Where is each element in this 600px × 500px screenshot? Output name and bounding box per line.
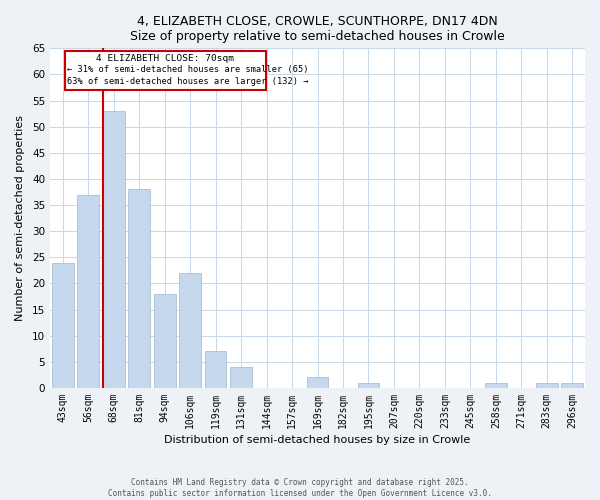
- Bar: [128, 190, 150, 388]
- Bar: [154, 294, 176, 388]
- Bar: [562, 382, 583, 388]
- Text: ← 31% of semi-detached houses are smaller (65): ← 31% of semi-detached houses are smalle…: [67, 65, 309, 74]
- Bar: [205, 352, 226, 388]
- Bar: [65, 51, 266, 90]
- Title: 4, ELIZABETH CLOSE, CROWLE, SCUNTHORPE, DN17 4DN
Size of property relative to se: 4, ELIZABETH CLOSE, CROWLE, SCUNTHORPE, …: [130, 15, 505, 43]
- Bar: [77, 194, 99, 388]
- Bar: [536, 382, 557, 388]
- Text: Contains HM Land Registry data © Crown copyright and database right 2025.
Contai: Contains HM Land Registry data © Crown c…: [108, 478, 492, 498]
- Bar: [179, 273, 201, 388]
- Bar: [485, 382, 506, 388]
- Text: 63% of semi-detached houses are larger (132) →: 63% of semi-detached houses are larger (…: [67, 77, 309, 86]
- Bar: [230, 367, 252, 388]
- Bar: [358, 382, 379, 388]
- Text: 4 ELIZABETH CLOSE: 70sqm: 4 ELIZABETH CLOSE: 70sqm: [97, 54, 235, 62]
- Y-axis label: Number of semi-detached properties: Number of semi-detached properties: [15, 115, 25, 321]
- X-axis label: Distribution of semi-detached houses by size in Crowle: Distribution of semi-detached houses by …: [164, 435, 470, 445]
- Bar: [307, 378, 328, 388]
- Bar: [103, 111, 125, 388]
- Bar: [52, 262, 74, 388]
